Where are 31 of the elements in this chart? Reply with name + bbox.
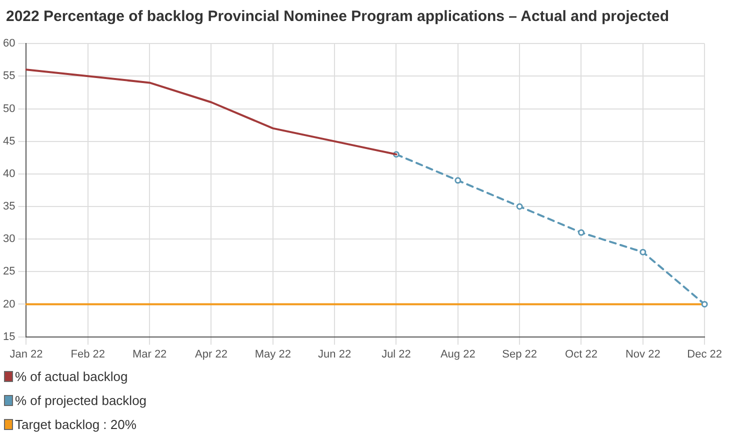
point [578,229,584,236]
legend-label: % of projected backlog [15,392,147,408]
x-tick-label: Jul 22 [382,348,411,360]
point [454,177,462,184]
y-tick-label: 15 [2,330,16,343]
point [640,248,646,256]
x-tick-label: Aug 22 [440,348,476,360]
legend-label: % of actual backlog [15,368,128,384]
x-tick-label: Jun 22 [318,348,352,360]
x-tick-label: Feb 22 [70,348,106,360]
y-tick-label: 45 [2,135,16,148]
y-tick-label: 30 [2,233,16,246]
chart-title: 2022 Percentage of backlog Provincial Nominee Program applications – Actual and projected [5,7,670,27]
y-tick-label: 40 [2,168,16,180]
point [701,300,708,308]
x-tick-label: May 22 [254,348,291,360]
x-tick-label: Dec 22 [687,348,722,360]
x-tick-label: Mar 22 [132,348,167,360]
x-tick-label: Oct 22 [565,348,598,360]
legend-label: Target backlog : 20% [15,416,136,432]
y-tick-label: 25 [2,266,16,278]
x-tick-label: Nov 22 [625,348,660,360]
x-tick-label: Jan 22 [10,348,43,360]
y-tick-label: 55 [2,70,16,82]
y-tick-label: 50 [2,102,16,115]
y-tick-label: 35 [2,200,16,213]
x-tick-label: Apr 22 [195,348,228,360]
y-tick-label: 60 [2,38,16,50]
x-tick-label: Sep 22 [502,348,538,360]
point [516,203,523,210]
y-tick-label: 20 [2,298,16,310]
